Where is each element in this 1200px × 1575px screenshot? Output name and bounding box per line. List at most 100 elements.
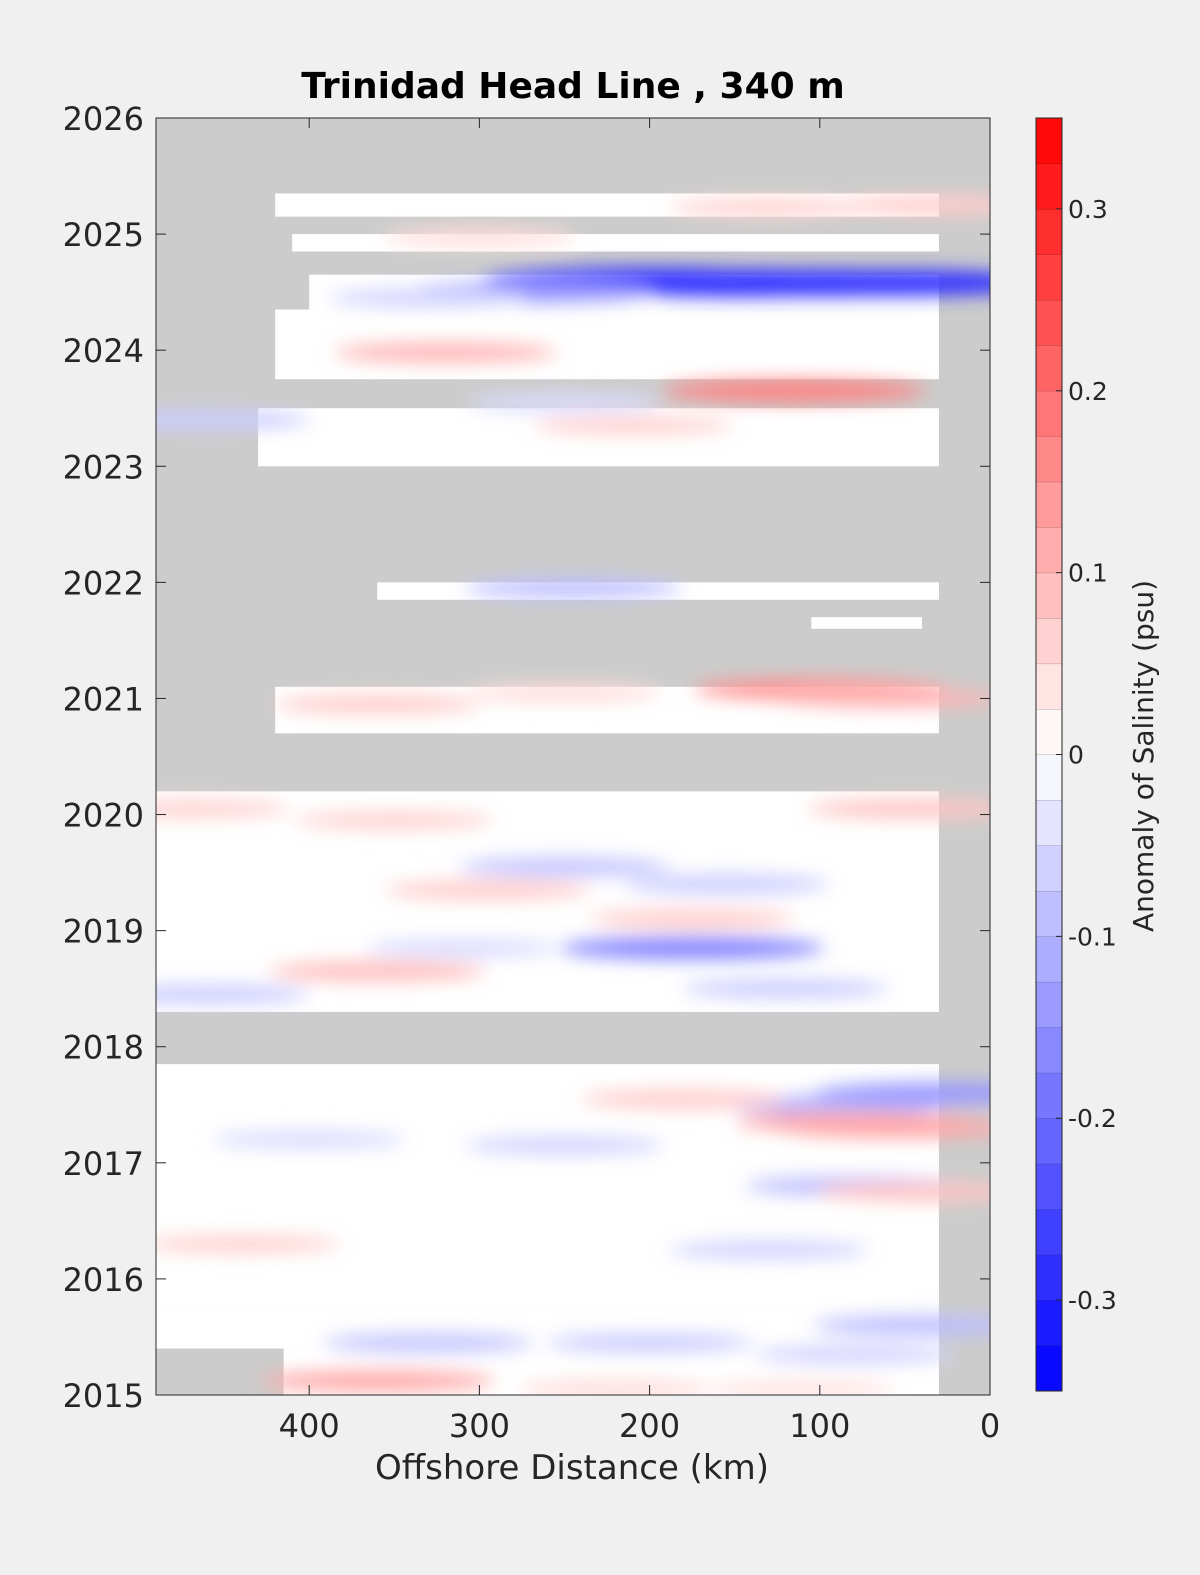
colorbar-tick-label-1: 0.2 <box>1068 377 1108 406</box>
anomaly-mark-42 <box>754 1345 954 1364</box>
y-tick-label-10: 2025 <box>63 216 144 254</box>
x-axis-ticks: 400 300 200 100 0 <box>279 118 1000 1445</box>
colorbar <box>1035 117 1063 1392</box>
anomaly-mark-32 <box>778 1117 990 1139</box>
anomaly-mark-40 <box>322 1333 534 1353</box>
anomaly-mark-44 <box>518 1380 713 1395</box>
anomaly-mark-6 <box>333 342 558 363</box>
anomaly-mark-34 <box>212 1130 406 1149</box>
anomaly-mark-22 <box>559 936 825 960</box>
colorbar-level-8 <box>1035 981 1063 1028</box>
anomaly-mark-23 <box>589 909 795 929</box>
colorbar-level-9 <box>1035 936 1063 983</box>
colorbar-level-2 <box>1035 1254 1063 1301</box>
anomaly-mark-33 <box>464 1136 665 1155</box>
coverage-band-8 <box>275 309 939 380</box>
anomaly-mark-10 <box>467 393 662 412</box>
anomaly-mark-12 <box>776 688 990 709</box>
y-tick-label-7: 2022 <box>63 564 144 602</box>
colorbar-level-17 <box>1035 572 1063 619</box>
y-tick-label-3: 2018 <box>63 1029 144 1067</box>
colorbar-level-26 <box>1035 163 1063 210</box>
y-tick-label-11: 2026 <box>63 100 144 138</box>
colorbar-level-13 <box>1035 754 1063 801</box>
x-tick-label-0: 400 <box>279 1407 340 1445</box>
anomaly-mark-18 <box>294 810 494 830</box>
colorbar-level-18 <box>1035 526 1063 574</box>
colorbar-level-22 <box>1035 345 1063 392</box>
colorbar-tick-label-6: -0.3 <box>1068 1286 1117 1315</box>
colorbar-level-23 <box>1035 299 1063 346</box>
colorbar-level-11 <box>1035 845 1063 892</box>
chart-title: Trinidad Head Line , 340 m <box>301 66 844 107</box>
anomaly-mark-37 <box>156 1234 341 1254</box>
anomaly-mark-17 <box>156 799 290 819</box>
anomaly-mark-21 <box>385 880 591 900</box>
anomaly-field-layer <box>156 195 990 1395</box>
colorbar-tick-label-4: -0.1 <box>1068 922 1117 951</box>
anomaly-mark-47 <box>669 198 869 217</box>
colorbar-level-20 <box>1035 436 1063 483</box>
anomaly-mark-48 <box>836 195 990 215</box>
colorbar-level-15 <box>1035 663 1063 710</box>
anomaly-mark-39 <box>813 1315 990 1336</box>
anomaly-mark-15 <box>464 578 682 599</box>
y-tick-label-6: 2021 <box>63 680 144 718</box>
anomaly-mark-20 <box>623 874 829 894</box>
anomaly-mark-3 <box>722 269 990 296</box>
anomaly-mark-13 <box>274 694 480 714</box>
coverage-band-3 <box>156 791 939 1012</box>
colorbar-level-1 <box>1035 1299 1063 1347</box>
anomaly-mark-38 <box>669 1240 869 1260</box>
colorbar-level-7 <box>1035 1027 1063 1074</box>
x-tick-label-1: 300 <box>449 1407 510 1445</box>
colorbar-level-6 <box>1035 1072 1063 1119</box>
colorbar-ticks: 0.3 0.2 0.1 0 -0.1 -0.2 -0.3 <box>1056 195 1117 1315</box>
coverage-band-5 <box>811 617 922 629</box>
anomaly-mark-16 <box>807 799 990 819</box>
y-tick-label-9: 2024 <box>63 332 144 370</box>
plot-frame <box>155 117 991 1396</box>
colorbar-level-21 <box>1035 390 1063 437</box>
colorbar-level-4 <box>1035 1163 1063 1210</box>
y-tick-label-0: 2015 <box>63 1377 144 1415</box>
colorbar-tick-label-3: 0 <box>1068 741 1084 770</box>
colorbar-tick-label-2: 0.1 <box>1068 559 1108 588</box>
anomaly-mark-27 <box>365 938 560 958</box>
colorbar-tick-label-5: -0.2 <box>1068 1104 1117 1133</box>
colorbar-level-16 <box>1035 617 1063 665</box>
x-tick-label-2: 200 <box>619 1407 680 1445</box>
anomaly-mark-25 <box>156 984 310 1005</box>
colorbar-level-27 <box>1035 117 1063 165</box>
colorbar-level-24 <box>1035 254 1063 301</box>
y-tick-label-8: 2023 <box>63 448 144 486</box>
anomaly-mark-14 <box>467 683 662 702</box>
colorbar-level-12 <box>1035 799 1063 846</box>
x-tick-label-4: 0 <box>980 1407 1000 1445</box>
colorbar-label: Anomaly of Salinity (psu) <box>1127 580 1160 932</box>
colorbar-level-0 <box>1035 1345 1063 1392</box>
anomaly-mark-46 <box>382 227 577 246</box>
anomaly-mark-30 <box>580 1089 787 1109</box>
anomaly-mark-43 <box>259 1370 495 1392</box>
anomaly-mark-7 <box>661 379 927 403</box>
anomaly-mark-26 <box>683 979 889 999</box>
colorbar-tick-label-0: 0.3 <box>1068 195 1108 224</box>
colorbar-level-10 <box>1035 890 1063 937</box>
anomaly-mark-9 <box>156 410 310 430</box>
anomaly-mark-8 <box>532 416 733 436</box>
x-axis-label: Offshore Distance (km) <box>375 1448 769 1488</box>
anomaly-mark-19 <box>458 857 671 877</box>
anomaly-mark-24 <box>268 961 486 982</box>
anomaly-mark-36 <box>816 1182 990 1202</box>
anomaly-mark-29 <box>815 1082 990 1104</box>
colorbar-level-14 <box>1035 708 1063 756</box>
anomaly-mark-41 <box>546 1333 753 1353</box>
y-tick-label-5: 2020 <box>63 797 144 835</box>
colorbar-level-5 <box>1035 1117 1063 1165</box>
y-tick-label-4: 2019 <box>63 913 144 951</box>
anomaly-mark-45 <box>709 1380 897 1395</box>
colorbar-level-19 <box>1035 481 1063 528</box>
y-tick-label-2: 2017 <box>63 1145 144 1183</box>
